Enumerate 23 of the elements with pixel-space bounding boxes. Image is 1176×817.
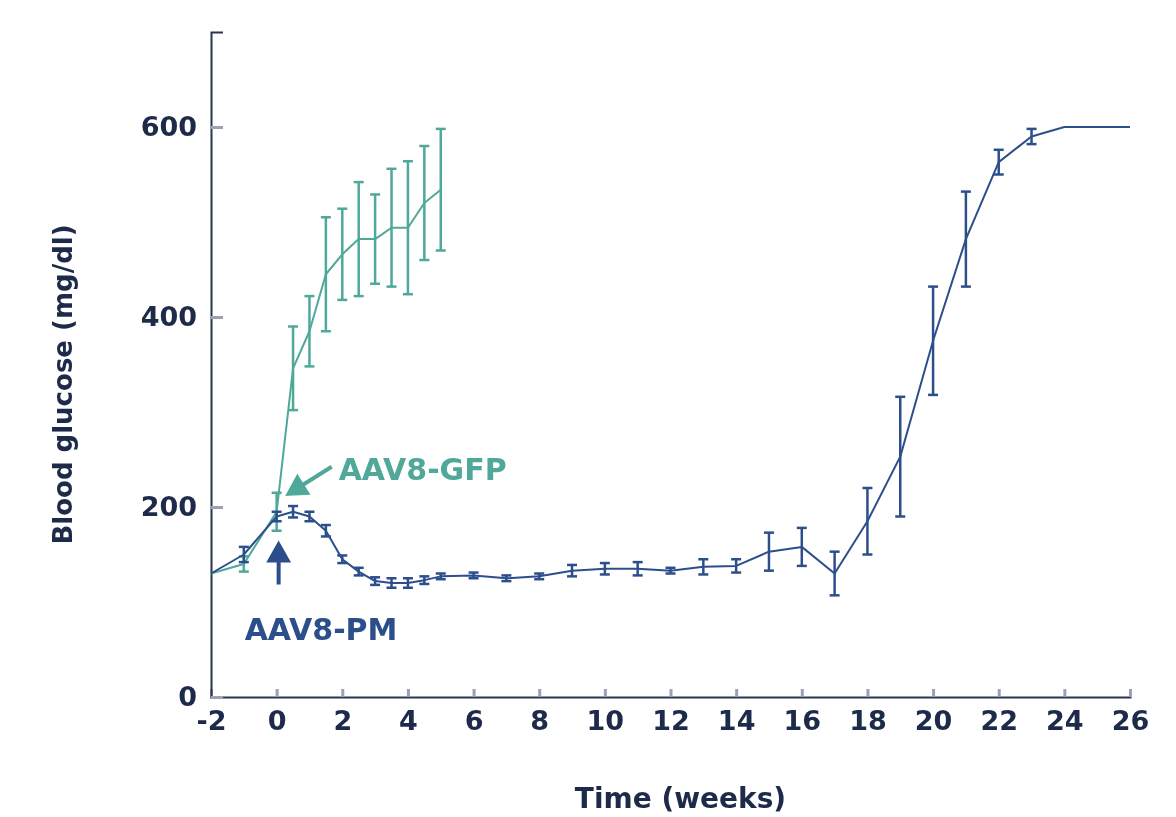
y-tick-label: 600 [140,111,197,143]
legend-label: AAV8-GFP [338,451,507,487]
x-tick-label: 4 [399,705,418,737]
x-tick-label: 2 [333,705,353,737]
y-axis-title: Blood glucose (mg/dl) [48,224,78,545]
x-tick-label: 20 [914,705,953,737]
series-label: AAV8-PM [244,611,398,647]
x-tick-label: 24 [1046,705,1084,737]
x-axis-title: Time (weeks) [574,782,787,815]
x-tick-label: 8 [530,705,550,737]
y-tick-label: 0 [178,681,197,713]
x-tick-label: 12 [652,705,690,737]
x-tick-label: 14 [717,705,756,737]
x-tick-label: 16 [783,705,822,737]
x-tick-label: 18 [849,705,887,737]
y-tick-label: 200 [140,491,197,523]
x-tick-label: 0 [267,705,287,737]
x-tick-label: 22 [980,705,1018,737]
x-tick-label: 10 [586,705,625,737]
x-tick-label: 6 [464,705,484,737]
y-tick-label: 400 [140,301,197,333]
x-tick-label: 26 [1111,705,1150,737]
x-tick-label: -2 [196,705,227,737]
